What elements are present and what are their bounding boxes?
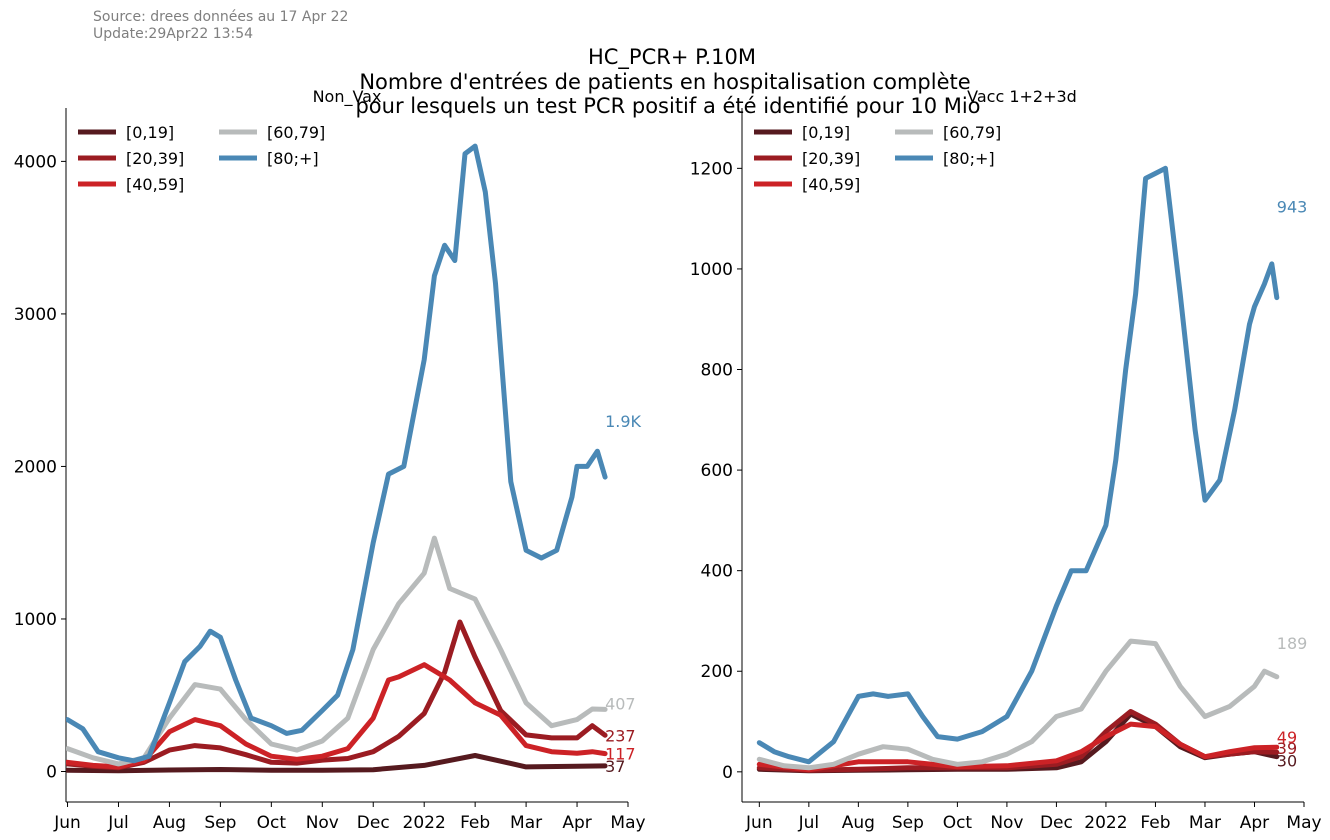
legend-label: [20,39] [802,149,860,168]
x-tick-label: Jul [798,813,820,833]
legend-label: [40,59] [802,175,860,194]
series-line [756,638,1280,771]
y-tick-label: 200 [701,662,733,682]
end-value-label: 37 [605,757,625,776]
legend-label: [40,59] [126,175,184,194]
panel-non-vax: 0 1000 2000 3000 4000 Jun Jul Aug Sep Oct Nov Dec 20… [14,87,646,833]
y-tick-label: 600 [701,461,733,481]
end-value-label: 39 [1277,739,1297,758]
x-tick-label: Nov [990,813,1023,833]
end-value-label: 30 [1277,752,1297,771]
panel-title: Vacc 1+2+3d [967,87,1077,106]
y-tick-label: 1000 [14,610,57,630]
series-line [756,721,1280,773]
figure-title-line1: HC_PCR+ P.10M [588,45,756,70]
series-line [66,143,608,764]
x-tick-label: Sep [892,813,924,833]
y-tick-label: 2000 [14,457,57,477]
x-tick-label: Nov [306,813,339,833]
x-tick-label: Jun [745,813,773,833]
x-tick-label: Sep [204,813,236,833]
x-tick-label: Dec [1040,813,1073,833]
x-tick-label: Apr [1240,813,1269,833]
legend-label: [0,19] [802,123,850,142]
legend-label: [60,79] [267,123,325,142]
x-tick-label: Feb [1140,813,1170,833]
series-line [66,662,608,770]
end-value-label: 49 [1277,728,1297,747]
y-tick-label: 4000 [14,152,57,172]
x-tick-label: Apr [562,813,591,833]
x-tick-label: Oct [257,813,287,833]
legend-label: [80;+] [267,149,319,168]
legend-label: [60,79] [943,123,1001,142]
y-tick-label: 0 [722,763,733,783]
x-tick-label: Jul [107,813,129,833]
end-value-label: 1.9K [605,412,641,431]
x-tick-label: 2022 [403,813,446,833]
x-tick-label: Aug [153,813,186,833]
x-tick-label: Mar [1189,813,1221,833]
x-tick-label: Oct [943,813,973,833]
y-tick-label: 0 [46,762,57,782]
y-tick-label: 1000 [690,260,733,280]
end-value-label: 943 [1277,198,1308,217]
end-value-label: 237 [605,726,636,745]
series-line [66,619,608,771]
end-value-label: 407 [605,694,636,713]
legend-label: [80;+] [943,149,995,168]
x-tick-label: Mar [510,813,542,833]
x-tick-label: Jun [53,813,81,833]
figure-title-line3: pour lesquels un test PCR positif a été … [355,94,980,118]
panel-vacc: 0 200 400 600 800 1000 1200 Jun Jul Aug Sep Oct Nov D… [690,87,1322,833]
end-value-label: 189 [1277,634,1308,653]
series-line [756,165,1280,765]
legend-label: [0,19] [126,123,174,142]
x-tick-label: May [1286,813,1321,833]
x-tick-label: 2022 [1084,813,1127,833]
x-tick-label: May [610,813,645,833]
legend-label: [20,39] [126,149,184,168]
series-line [66,753,608,774]
series-line [66,535,608,767]
panel-title: Non_Vax [313,87,382,107]
update-text: Update:29Apr22 13:54 [93,26,254,42]
y-tick-label: 800 [701,361,733,381]
figure-title-line2: Nombre d'entrées de patients en hospital… [359,70,970,94]
source-text: Source: drees données au 17 Apr 22 [93,9,349,25]
end-value-label: 117 [605,745,636,764]
x-tick-label: Aug [842,813,875,833]
y-tick-label: 3000 [14,305,57,325]
x-tick-label: Feb [460,813,490,833]
x-tick-label: Dec [357,813,390,833]
y-tick-label: 1200 [690,159,733,179]
y-tick-label: 400 [701,562,733,582]
